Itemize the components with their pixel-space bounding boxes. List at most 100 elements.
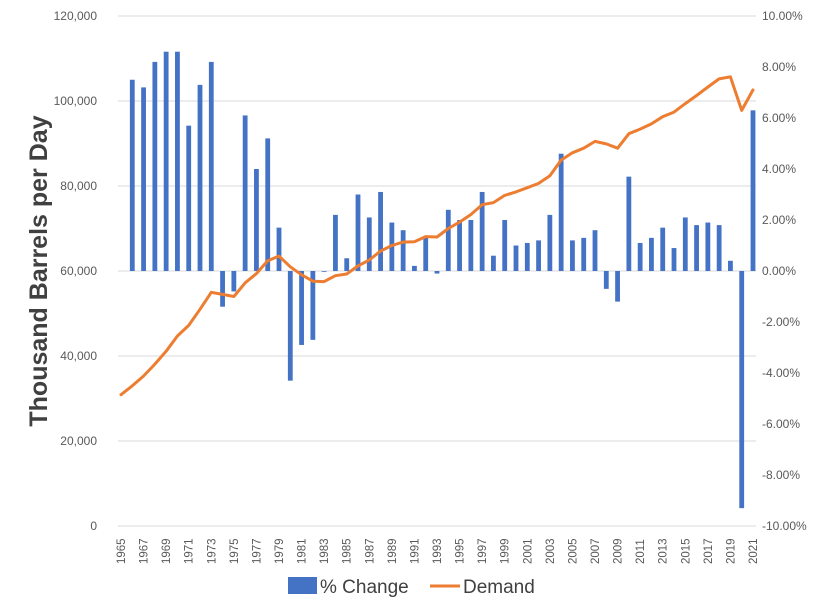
- bar-2016: [694, 225, 699, 271]
- bar-1972: [197, 84, 203, 271]
- bar-2018: [716, 225, 722, 271]
- bar-1991: [412, 265, 417, 271]
- demand-line-group: [119, 75, 755, 397]
- bar-1994: [445, 209, 451, 271]
- y-axis-label: Thousand Barrels per Day: [25, 115, 53, 426]
- bar-1983: [321, 271, 327, 272]
- x-tick-label: 1989: [387, 538, 399, 564]
- x-tick-label: 2013: [658, 538, 670, 564]
- bar-2014: [671, 248, 677, 271]
- right-tick-label: -2.00%: [762, 315, 800, 329]
- left-tick-label: 80,000: [60, 179, 97, 193]
- bar-1977: [254, 169, 259, 271]
- bar-2001: [524, 242, 530, 271]
- x-tick-label: 1967: [139, 538, 151, 564]
- legend: % Change Demand: [288, 577, 535, 598]
- bar-2006: [581, 237, 587, 271]
- right-tick-label: -8.00%: [762, 468, 800, 482]
- bar-1984: [333, 214, 338, 271]
- left-tick-label: 20,000: [60, 434, 97, 448]
- bar-1999: [502, 220, 508, 271]
- bar-2020: [739, 271, 745, 509]
- right-tick-label: 10.00%: [762, 9, 803, 23]
- x-tick-label: 1975: [229, 538, 241, 564]
- x-tick-label: 2001: [522, 538, 534, 564]
- x-tick-label: 1965: [116, 538, 128, 564]
- bar-1971: [186, 125, 192, 272]
- bar-1981: [299, 271, 304, 345]
- bar-2007: [592, 230, 598, 271]
- left-axis-ticks: 0 20,000 40,000 60,000 80,000 100,000 120,000: [54, 9, 98, 533]
- x-tick-label: 1993: [432, 538, 444, 564]
- x-tick-label: 2015: [680, 538, 692, 564]
- x-tick-label: 2021: [748, 538, 760, 564]
- bar-1990: [400, 230, 406, 271]
- bar-1988: [378, 191, 383, 271]
- bar-2012: [649, 237, 654, 271]
- bar-1996: [468, 220, 474, 271]
- legend-label-demand: Demand: [463, 577, 535, 598]
- bar-1985: [344, 258, 350, 271]
- legend-label-percent-change: % Change: [320, 577, 409, 598]
- right-tick-label: 0.00%: [762, 264, 796, 278]
- bar-2003: [547, 214, 553, 271]
- right-tick-label: 6.00%: [762, 111, 796, 125]
- bar-1975: [231, 271, 237, 292]
- bar-2017: [705, 222, 711, 271]
- bar-1976: [242, 115, 248, 271]
- x-tick-label: 2011: [635, 539, 647, 564]
- bar-2015: [682, 217, 688, 271]
- bar-2013: [660, 227, 666, 271]
- bar-1970: [175, 51, 180, 272]
- bar-1997: [479, 191, 485, 271]
- bar-2005: [570, 240, 575, 271]
- x-tick-label: 2017: [703, 538, 715, 564]
- right-tick-label: 2.00%: [762, 213, 796, 227]
- right-tick-label: 4.00%: [762, 162, 796, 176]
- x-tick-label: 1999: [500, 538, 512, 564]
- x-tick-label: 2009: [613, 538, 625, 564]
- legend-swatch-percent-change: [288, 577, 317, 594]
- bar-1992: [423, 237, 429, 271]
- x-tick-label: 1985: [342, 538, 354, 564]
- x-tick-label: 1977: [251, 538, 263, 564]
- right-tick-label: -6.00%: [762, 417, 800, 431]
- x-tick-label: 1969: [161, 538, 173, 564]
- bar-2008: [603, 271, 609, 289]
- right-tick-label: 8.00%: [762, 60, 796, 74]
- x-tick-label: 2007: [590, 538, 602, 564]
- bar-1987: [366, 217, 372, 271]
- left-tick-label: 0: [90, 519, 97, 533]
- bar-1982: [310, 271, 316, 340]
- bar-1966: [129, 79, 135, 271]
- bar-2009: [615, 271, 620, 302]
- bar-1969: [163, 51, 169, 272]
- x-tick-label: 1983: [319, 538, 331, 564]
- left-tick-label: 100,000: [54, 94, 98, 108]
- x-tick-label: 1991: [409, 538, 421, 564]
- bar-1998: [491, 255, 496, 271]
- bar-1986: [355, 194, 361, 271]
- x-tick-label: 1995: [455, 538, 467, 564]
- bar-1968: [152, 61, 158, 272]
- bar-2002: [536, 240, 541, 271]
- x-tick-label: 2003: [545, 538, 557, 564]
- left-tick-label: 120,000: [54, 9, 98, 23]
- bar-1979: [276, 227, 282, 271]
- x-tick-label: 2005: [567, 538, 579, 564]
- x-tick-label: 2019: [725, 538, 737, 564]
- bar-2010: [626, 176, 632, 271]
- x-tick-label: 1981: [297, 538, 309, 564]
- right-axis-ticks: -10.00% -8.00% -6.00% -4.00% -2.00% 0.00% 2.00…: [762, 9, 807, 533]
- bar-1978: [265, 138, 271, 271]
- bar-1973: [208, 61, 214, 272]
- right-tick-label: -10.00%: [762, 519, 807, 533]
- x-tick-label: 1973: [206, 538, 218, 564]
- bar-2004: [558, 153, 564, 271]
- bar-1995: [457, 220, 462, 271]
- x-tick-label: 1997: [477, 538, 489, 564]
- demand-line: [119, 75, 755, 397]
- percent-change-bars: [129, 51, 756, 509]
- bar-2011: [637, 242, 643, 271]
